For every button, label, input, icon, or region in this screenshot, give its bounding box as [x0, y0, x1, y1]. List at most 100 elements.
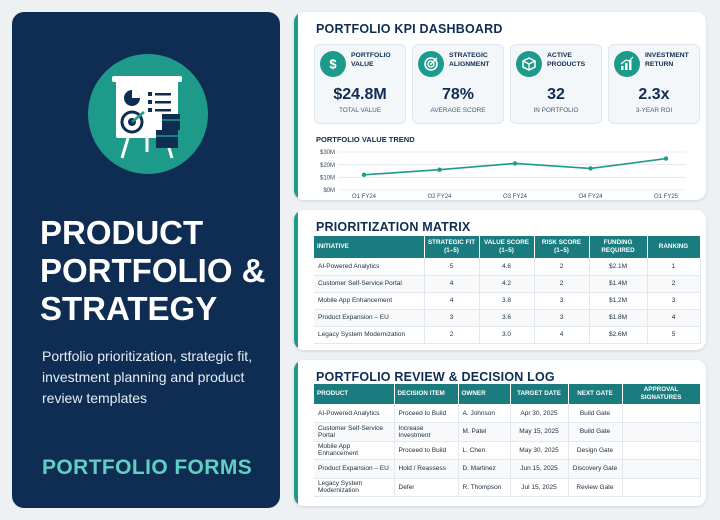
- data-point: [437, 167, 442, 172]
- column-header: VALUE SCORE (1–5): [479, 236, 535, 258]
- log-title: PORTFOLIO REVIEW & DECISION LOG: [316, 370, 555, 384]
- kpi-dashboard-card: PORTFOLIO KPI DASHBOARD $ PORTFOLIO VALU…: [294, 12, 706, 200]
- table-cell: 4: [534, 326, 590, 344]
- column-header: OWNER: [458, 384, 511, 404]
- table-cell: 2: [424, 326, 480, 344]
- table-cell: Jun 15, 2025: [510, 459, 569, 479]
- table-cell: 3.0: [479, 326, 535, 344]
- box-icon: [516, 51, 542, 77]
- hero-footer: PORTFOLIO FORMS: [42, 456, 253, 479]
- table-cell: R. Thompson: [458, 478, 511, 497]
- kpi-label: ACTIVE PRODUCTS: [547, 52, 586, 68]
- kpi-strategic-alignment: STRATEGIC ALIGNMENT 78% AVERAGE SCORE: [412, 44, 504, 124]
- table-cell: Customer Self-Service Portal: [314, 422, 395, 442]
- table-cell: May 30, 2025: [510, 441, 569, 460]
- table-row: Mobile App Enhancement Proceed to Build L.…: [314, 441, 701, 460]
- table-cell: Proceed to Build: [394, 404, 459, 423]
- x-tick-label: Q3 FY24: [503, 194, 528, 198]
- table-cell: Design Gate: [568, 441, 623, 460]
- table-row: AI-Powered Analytics Proceed to Build A. J…: [314, 404, 701, 423]
- table-row: Mobile App Enhancement 4 3.8 3 $1.2M 3: [314, 292, 701, 310]
- column-header: PRODUCT: [314, 384, 395, 404]
- table-cell: 5: [424, 258, 480, 276]
- column-header: RISK SCORE (1–5): [534, 236, 590, 258]
- prioritization-matrix-card: PRIORITIZATION MATRIX INITIATIVE STRATEGI…: [294, 210, 706, 350]
- column-header: INITIATIVE: [314, 236, 425, 258]
- trend-chart-title: PORTFOLIO VALUE TREND: [316, 135, 415, 144]
- bar-chart-icon: [614, 51, 640, 77]
- table-cell: $1.4M: [589, 275, 648, 293]
- x-tick-label: Q1 FY24: [352, 194, 377, 198]
- table-cell: Hold / Reassess: [394, 459, 459, 479]
- data-point: [361, 172, 367, 177]
- x-tick-label: Q1 FY25: [654, 194, 679, 198]
- table-cell: Legacy System Modernization: [314, 478, 395, 497]
- table-row: Legacy System Modernization 2 3.0 4 $2.6M 5: [314, 326, 701, 344]
- column-header: FUNDING REQUIRED: [589, 236, 648, 258]
- table-cell: 2: [534, 258, 590, 276]
- table-row: Legacy System Modernization Defer R. Thomp…: [314, 478, 701, 497]
- kpi-label: STRATEGIC ALIGNMENT: [449, 52, 490, 68]
- table-cell: M. Patel: [458, 422, 511, 442]
- column-header: NEXT GATE: [568, 384, 623, 404]
- table-cell: Product Expansion – EU: [314, 459, 395, 479]
- table-cell: Defer: [394, 478, 459, 497]
- table-cell: Legacy System Modernization: [314, 326, 425, 344]
- table-cell: Jul 15, 2025: [510, 478, 569, 497]
- prioritization-table: INITIATIVE STRATEGIC FIT (1–5) VALUE SCORE…: [314, 236, 701, 344]
- table-cell: A. Johnson: [458, 404, 511, 423]
- decision-log-card: PORTFOLIO REVIEW & DECISION LOG PRODUCT D…: [294, 360, 706, 506]
- decision-log-table: PRODUCT DECISION ITEM OWNER TARGET DATE NEXT…: [314, 384, 701, 497]
- kpi-value: 32: [547, 86, 565, 103]
- presentation-board-icon: [88, 54, 208, 174]
- table-cell: 3: [424, 309, 480, 327]
- kpi-portfolio-value: $ PORTFOLIO VALUE $24.8M TOTAL VALUE: [314, 44, 406, 124]
- table-row: Customer Self-Service Portal 4 4.2 2 $1.4M 2: [314, 275, 701, 293]
- column-header: TARGET DATE: [510, 384, 569, 404]
- kpi-sub: AVERAGE SCORE: [430, 107, 486, 114]
- table-cell: 3.6: [479, 309, 535, 327]
- table-cell: D. Martinez: [458, 459, 511, 479]
- table-cell: [622, 441, 701, 460]
- kpi-sub: 3-YEAR ROI: [635, 107, 673, 114]
- table-cell: Mobile App Enhancement: [314, 292, 425, 310]
- column-header: STRATEGIC FIT (1–5): [424, 236, 480, 258]
- table-cell: Review Gate: [568, 478, 623, 497]
- matrix-title: PRIORITIZATION MATRIX: [316, 220, 471, 234]
- hero-title: PRODUCT PORTFOLIO & STRATEGY: [40, 214, 276, 328]
- table-cell: Apr 30, 2025: [510, 404, 569, 423]
- kpi-active-products: ACTIVE PRODUCTS 32 IN PORTFOLIO: [510, 44, 602, 124]
- svg-text:$: $: [329, 57, 337, 71]
- column-header: APPROVAL SIGNATURES: [622, 384, 701, 404]
- kpi-investment-return: INVESTMENT RETURN 2.3x 3-YEAR ROI: [608, 44, 700, 124]
- table-cell: AI-Powered Analytics: [314, 404, 395, 423]
- data-point: [512, 161, 518, 166]
- target-icon: [418, 51, 444, 77]
- table-cell: Mobile App Enhancement: [314, 441, 395, 460]
- table-row: AI-Powered Analytics 5 4.6 2 $2.1M 1: [314, 258, 701, 276]
- table-cell: 4.6: [479, 258, 535, 276]
- table-row: Product Expansion – EU 3 3.6 3 $1.8M 4: [314, 309, 701, 327]
- table-cell: AI-Powered Analytics: [314, 258, 425, 276]
- table-cell: Product Expansion – EU: [314, 309, 425, 327]
- table-cell: [622, 404, 701, 423]
- dollar-icon: $: [320, 51, 346, 77]
- table-cell: 4: [424, 292, 480, 310]
- table-cell: 3.8: [479, 292, 535, 310]
- table-cell: $1.2M: [589, 292, 648, 310]
- kpi-label: INVESTMENT RETURN: [645, 52, 689, 68]
- table-row: Product Expansion – EU Hold / Reassess D. …: [314, 459, 701, 479]
- table-cell: $1.8M: [589, 309, 648, 327]
- hero-panel: PRODUCT PORTFOLIO & STRATEGY Portfolio p…: [12, 12, 280, 508]
- kpi-value: 78%: [441, 86, 475, 103]
- table-cell: [622, 422, 701, 442]
- table-cell: 2: [534, 275, 590, 293]
- data-point: [663, 156, 669, 161]
- table-cell: 1: [647, 258, 701, 276]
- table-cell: 4: [647, 309, 701, 327]
- table-cell: May 15, 2025: [510, 422, 569, 442]
- kpi-label: PORTFOLIO VALUE: [351, 52, 391, 68]
- kpi-row: $ PORTFOLIO VALUE $24.8M TOTAL VALUE STR…: [314, 44, 700, 124]
- data-point: [588, 166, 593, 171]
- kpi-dashboard-title: PORTFOLIO KPI DASHBOARD: [316, 22, 503, 36]
